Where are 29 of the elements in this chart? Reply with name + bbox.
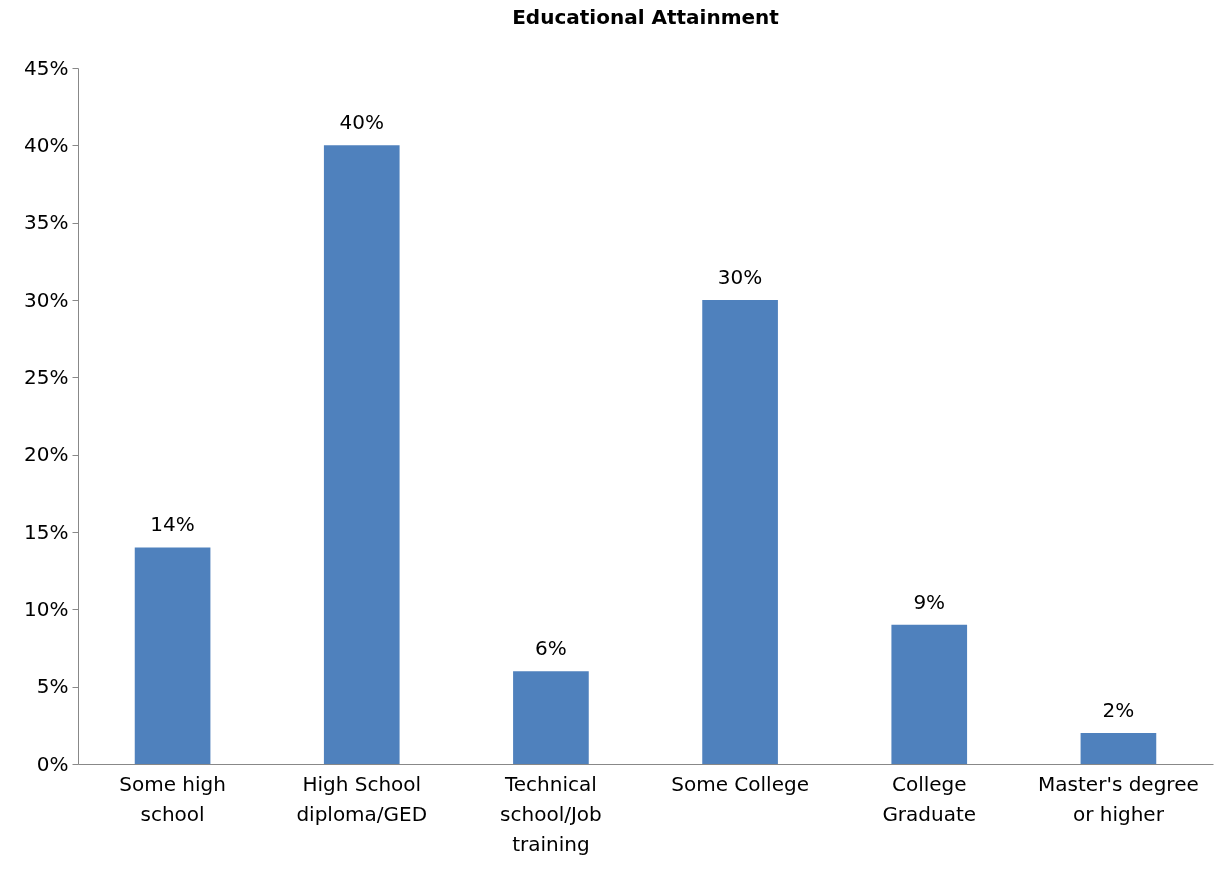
x-tick-label: Master's degree or higher bbox=[1038, 771, 1199, 826]
bar bbox=[323, 145, 400, 764]
data-label: 14% bbox=[150, 512, 195, 537]
data-label: 30% bbox=[717, 265, 763, 289]
chart-title: Educational Attainment bbox=[512, 5, 780, 29]
bar bbox=[702, 300, 778, 764]
y-tick-label: 30% bbox=[24, 287, 69, 312]
bar bbox=[1080, 733, 1157, 764]
data-label: 9% bbox=[913, 589, 946, 614]
bar bbox=[134, 547, 211, 764]
data-label: 6% bbox=[535, 636, 567, 661]
x-tick-label: Some high school bbox=[119, 771, 226, 826]
y-tick-label: 25% bbox=[24, 364, 69, 389]
x-tick-label: Technical school/Job training bbox=[500, 771, 602, 856]
bar bbox=[513, 671, 589, 764]
x-tick-label: College Graduate bbox=[882, 771, 977, 826]
y-tick-label: 35% bbox=[24, 210, 69, 235]
y-tick-label: 20% bbox=[24, 442, 69, 467]
bar bbox=[891, 624, 968, 764]
y-tick-label: 0% bbox=[36, 751, 69, 776]
y-tick-label: 45% bbox=[24, 55, 69, 80]
y-tick-label: 10% bbox=[24, 596, 69, 621]
data-label: 40% bbox=[339, 110, 384, 135]
x-tick-label: High School diploma/GED bbox=[296, 771, 428, 826]
y-tick-label: 15% bbox=[24, 519, 69, 544]
data-label: 2% bbox=[1102, 698, 1135, 723]
y-tick-label: 40% bbox=[24, 132, 69, 157]
x-tick-label: Some College bbox=[671, 771, 809, 796]
y-tick-label: 5% bbox=[36, 674, 69, 699]
